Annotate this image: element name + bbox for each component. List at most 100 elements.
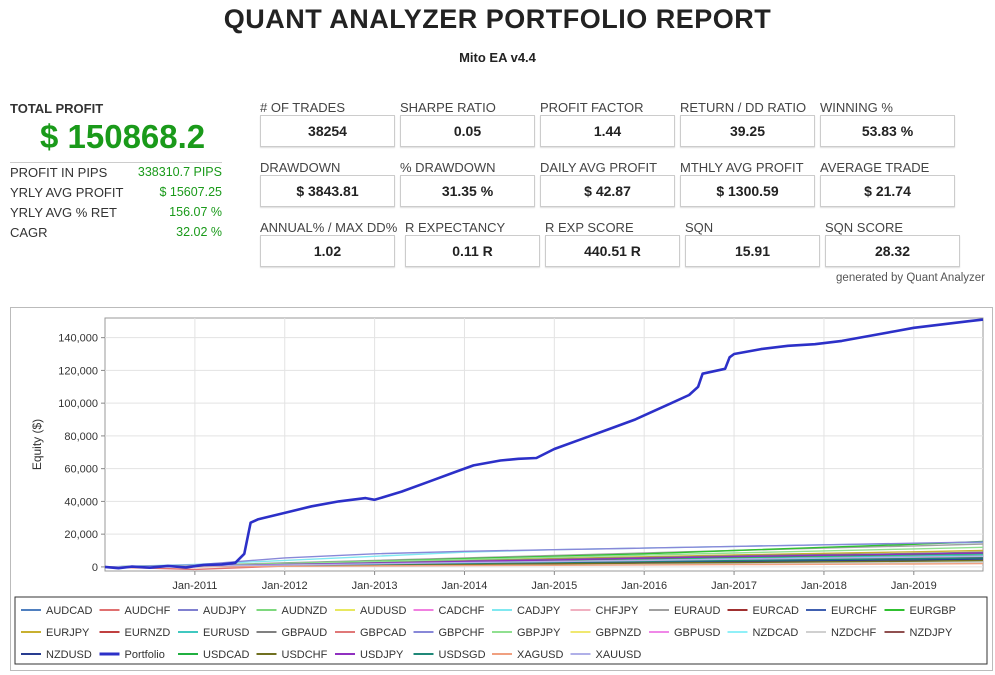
stat-row-profit-in-pips: PROFIT IN PIPS 338310.7 PIPS (10, 163, 222, 183)
generated-by-note: generated by Quant Analyzer (836, 272, 985, 284)
stat-label: YRLY AVG % RET (10, 205, 117, 220)
y-tick-label: 60,000 (64, 464, 98, 476)
stat-label: CAGR (10, 225, 48, 240)
y-axis-label: Equity ($) (30, 419, 44, 470)
legend-label: GBPJPY (517, 627, 561, 639)
total-profit-label: TOTAL PROFIT (10, 101, 104, 116)
legend-label: GBPCAD (360, 627, 407, 639)
legend-label: EURCHF (831, 605, 877, 617)
legend-label: Portfolio (125, 649, 165, 661)
legend-label: AUDNZD (282, 605, 328, 617)
metric-label-drawdown: DRAWDOWN (260, 160, 341, 175)
metric-label-r-exp-score: R EXP SCORE (545, 220, 634, 235)
metric-label-trades: # OF TRADES (260, 100, 346, 115)
x-tick-label: Jan-2019 (891, 580, 937, 592)
stat-label: PROFIT IN PIPS (10, 165, 108, 180)
x-tick-label: Jan-2013 (352, 580, 398, 592)
metric-label-avg-trade: AVERAGE TRADE (820, 160, 930, 175)
stat-row-cagr: CAGR 32.02 % (10, 223, 222, 243)
series-line-portfolio (104, 318, 984, 570)
metric-label-annual-maxdd: ANNUAL% / MAX DD% (260, 220, 398, 235)
metric-value-winning: 53.83 % (820, 115, 955, 147)
legend-label: USDJPY (360, 649, 404, 661)
legend-label: EURNZD (125, 627, 171, 639)
equity-chart-frame: 0 20,000 40,000 60,000 80,000 100,000 120,000 1… (10, 307, 993, 671)
metric-label-sharpe: SHARPE RATIO (400, 100, 496, 115)
y-tick-label: 140,000 (58, 333, 98, 345)
legend-label: AUDJPY (203, 605, 247, 617)
legend-label: AUDCAD (46, 605, 93, 617)
metric-value-r-exp-score: 440.51 R (545, 235, 680, 267)
x-tick-label: Jan-2018 (801, 580, 847, 592)
metric-label-pct-drawdown: % DRAWDOWN (400, 160, 496, 175)
legend-label: USDCAD (203, 649, 250, 661)
legend-label: EURJPY (46, 627, 90, 639)
legend-label: GBPAUD (282, 627, 328, 639)
metric-value-r-expectancy: 0.11 R (405, 235, 540, 267)
report-title: QUANT ANALYZER PORTFOLIO REPORT (223, 4, 772, 34)
summary-stats: PROFIT IN PIPS 338310.7 PIPS YRLY AVG PR… (10, 162, 222, 243)
metric-value-profit-factor: 1.44 (540, 115, 675, 147)
stat-value: $ 15607.25 (159, 185, 222, 199)
legend-label: GBPNZD (596, 627, 642, 639)
legend-label: GBPUSD (674, 627, 721, 639)
metric-value-pct-drawdown: 31.35 % (400, 175, 535, 207)
legend-label: EURCAD (753, 605, 800, 617)
strategy-name: Mito EA v4.4 (459, 50, 536, 65)
metric-value-drawdown: $ 3843.81 (260, 175, 395, 207)
stat-value: 338310.7 PIPS (137, 165, 222, 179)
plot-area (104, 317, 984, 572)
legend-label: CHFJPY (596, 605, 639, 617)
legend-label: NZDCHF (831, 627, 876, 639)
legend-label: AUDCHF (125, 605, 171, 617)
stat-label: YRLY AVG PROFIT (10, 185, 124, 200)
series-line-xauusd (104, 555, 984, 568)
total-profit-value: $ 150868.2 (40, 118, 206, 155)
metric-value-sqn: 15.91 (685, 235, 820, 267)
metric-label-winning: WINNING % (820, 100, 893, 115)
legend-label: NZDJPY (910, 627, 953, 639)
metric-value-return-dd: 39.25 (680, 115, 815, 147)
stat-value: 156.07 % (169, 205, 222, 219)
x-tick-label: Jan-2011 (172, 580, 217, 592)
stat-value: 32.02 % (176, 225, 222, 239)
series-line-gbpchf (104, 541, 984, 568)
legend-label: XAGUSD (517, 649, 564, 661)
stat-row-yrly-avg-ret: YRLY AVG % RET 156.07 % (10, 203, 222, 223)
x-tick-label: Jan-2015 (531, 580, 577, 592)
legend-label: XAUUSD (596, 649, 642, 661)
stat-row-yrly-avg-profit: YRLY AVG PROFIT $ 15607.25 (10, 183, 222, 203)
x-tick-label: Jan-2016 (621, 580, 667, 592)
y-tick-label: 80,000 (64, 431, 98, 443)
legend-label: GBPCHF (439, 627, 485, 639)
metric-value-sharpe: 0.05 (400, 115, 535, 147)
legend-label: USDCHF (282, 649, 328, 661)
y-tick-label: 40,000 (64, 496, 98, 508)
y-tick-label: 100,000 (58, 398, 98, 410)
legend-label: USDSGD (439, 649, 486, 661)
x-tick-label: Jan-2012 (262, 580, 308, 592)
metric-label-profit-factor: PROFIT FACTOR (540, 100, 644, 115)
series-line-xagusd (104, 562, 984, 568)
legend-label: EURGBP (910, 605, 956, 617)
y-tick-label: 20,000 (64, 529, 98, 541)
legend-label: AUDUSD (360, 605, 407, 617)
metric-label-mthly-avg: MTHLY AVG PROFIT (680, 160, 804, 175)
legend-label: NZDUSD (46, 649, 92, 661)
metric-value-avg-trade: $ 21.74 (820, 175, 955, 207)
legend-label: EURAUD (674, 605, 721, 617)
y-tick-label: 0 (92, 562, 98, 574)
metric-value-mthly-avg: $ 1300.59 (680, 175, 815, 207)
metric-label-return-dd: RETURN / DD RATIO (680, 100, 807, 115)
metric-label-r-expectancy: R EXPECTANCY (405, 220, 506, 235)
legend-label: NZDCAD (753, 627, 799, 639)
metric-label-sqn-score: SQN SCORE (825, 220, 904, 235)
legend-label: CADJPY (517, 605, 561, 617)
metric-value-sqn-score: 28.32 (825, 235, 960, 267)
legend-label: EURUSD (203, 627, 250, 639)
metric-label-sqn: SQN (685, 220, 714, 235)
equity-chart: 0 20,000 40,000 60,000 80,000 100,000 120,000 1… (14, 317, 988, 665)
legend-label: CADCHF (439, 605, 485, 617)
y-tick-label: 120,000 (58, 365, 98, 377)
metric-value-annual-maxdd: 1.02 (260, 235, 395, 267)
